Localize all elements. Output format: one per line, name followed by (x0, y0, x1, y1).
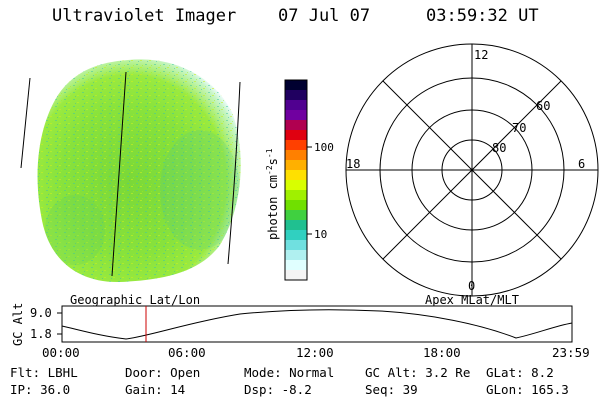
uv-image-disk (37, 59, 241, 283)
colorbar-segment (285, 120, 307, 131)
timeline-ylabel: GC Alt (11, 303, 25, 346)
info-mode: Mode: Normal (244, 365, 335, 380)
colorbar-segment (285, 110, 307, 121)
timeline-xtick-0600: 06:00 (168, 345, 206, 360)
colorbar-segment (285, 130, 307, 141)
geo-lon-line-1 (20, 77, 31, 169)
info-door: Door: Open (125, 365, 201, 380)
colorbar-segment (285, 220, 307, 231)
colorbar-label-100: 100 (314, 141, 334, 154)
polar-label-6: 6 (578, 157, 585, 171)
polar-grid (345, 43, 599, 297)
colorbar-segment (285, 250, 307, 261)
colorbar-label-10: 10 (314, 228, 327, 241)
timeline-xtick-1200: 12:00 (296, 345, 334, 360)
polar-label-60: 60 (536, 99, 550, 113)
polar-label-12: 12 (474, 48, 488, 62)
timeline-ytick-label-1: 1.8 (30, 327, 52, 341)
timeline-right-label: Apex MLat/MLT (425, 293, 519, 307)
info-dsp: Dsp: -8.2 (244, 382, 312, 397)
colorbar-segment (285, 90, 307, 101)
colorbar-segment (285, 80, 307, 91)
colorbar-segment (285, 190, 307, 201)
header-time: 03:59:32 UT (426, 6, 539, 26)
colorbar-segment (285, 230, 307, 241)
info-ip: IP: 36.0 (10, 382, 71, 397)
info-gc-alt: GC Alt: 3.2 Re (365, 365, 471, 380)
timeline-ytick-label-9: 9.0 (30, 306, 52, 320)
colorbar-segment (285, 270, 307, 281)
colorbar (284, 79, 312, 281)
colorbar-segment (285, 150, 307, 161)
info-glat: GLat: 8.2 (486, 365, 554, 380)
info-gain: Gain: 14 (125, 382, 186, 397)
info-seq: Seq: 39 (365, 382, 418, 397)
colorbar-segment (285, 160, 307, 171)
colorbar-segment (285, 140, 307, 151)
geo-lon-line-3 (227, 81, 241, 265)
colorbar-segment (285, 240, 307, 251)
polar-label-70: 70 (512, 121, 526, 135)
timeline-xtick-0000: 00:00 (42, 345, 80, 360)
colorbar-segment (285, 260, 307, 271)
info-glon: GLon: 165.3 (486, 382, 569, 397)
timeline-frame (61, 305, 573, 343)
timeline-left-label: Geographic Lat/Lon (70, 293, 200, 307)
polar-label-0: 0 (468, 279, 475, 293)
colorbar-frame (284, 79, 308, 281)
info-filter: Flt: LBHL (10, 365, 78, 380)
timeline-xtick-2359: 23:59 (552, 345, 590, 360)
timeline-xtick-1800: 18:00 (423, 345, 461, 360)
altitude-curve (61, 309, 573, 340)
polar-label-80: 80 (492, 141, 506, 155)
timeline-plot (57, 305, 573, 343)
colorbar-segment (285, 180, 307, 191)
polar-label-18: 18 (346, 157, 360, 171)
geo-lon-line-2 (111, 71, 127, 277)
app-title: Ultraviolet Imager (52, 6, 237, 26)
header-date: 07 Jul 07 (278, 6, 371, 26)
colorbar-segment (285, 200, 307, 211)
colorbar-unit-label: photon cm-2s-1 (265, 148, 280, 240)
colorbar-segment (285, 210, 307, 221)
colorbar-segment (285, 100, 307, 111)
polar-diag-2 (382, 80, 562, 260)
colorbar-segment (285, 170, 307, 181)
